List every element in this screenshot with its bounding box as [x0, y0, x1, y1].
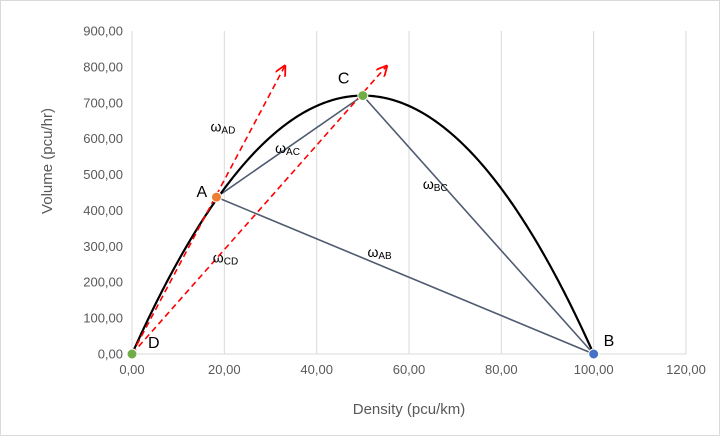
- volume-density-curve: [130, 94, 595, 355]
- x-tick-label: 100,00: [574, 362, 614, 377]
- slope-label: ωCD: [213, 249, 238, 267]
- gridlines: [131, 31, 687, 355]
- point-a: [210, 191, 222, 203]
- y-tick-label: 800,00: [83, 59, 123, 74]
- x-axis-ticks: 0,00 20,00 40,00 60,00 80,00 100,00 120,00: [119, 362, 706, 377]
- point-label: A: [196, 184, 207, 201]
- x-tick-label: 80,00: [485, 362, 518, 377]
- point-d: [126, 348, 138, 360]
- dashed-ray: [131, 67, 284, 355]
- slope-label: ωAB: [367, 244, 392, 262]
- y-tick-label: 600,00: [83, 131, 123, 146]
- point-label: D: [148, 335, 160, 352]
- y-axis-title: Volume (pcu/hr): [39, 108, 56, 214]
- y-tick-label: 0,00: [98, 347, 123, 362]
- y-tick-label: 400,00: [83, 203, 123, 218]
- point-label: B: [604, 333, 615, 350]
- y-axis-ticks: 0,00 100,00 200,00 300,00 400,00 500,00 600,00…: [83, 24, 123, 362]
- slope-label: ωBC: [423, 176, 448, 194]
- chord-line: [216, 196, 594, 355]
- chord-line: [362, 95, 595, 355]
- y-tick-label: 500,00: [83, 167, 123, 182]
- x-axis-title: Density (pcu/km): [353, 401, 466, 418]
- y-tick-label: 900,00: [83, 24, 123, 39]
- y-tick-label: 700,00: [83, 95, 123, 110]
- chord-lines: [216, 94, 595, 355]
- x-tick-label: 120,00: [666, 362, 706, 377]
- y-tick-label: 100,00: [83, 311, 123, 326]
- x-tick-label: 20,00: [208, 362, 241, 377]
- curve-layer: [130, 94, 595, 355]
- data-points: [126, 90, 600, 360]
- y-tick-label: 200,00: [83, 275, 123, 290]
- y-tick-label: 300,00: [83, 239, 123, 254]
- slope-label: ωAC: [275, 140, 300, 158]
- slope-label: ωAD: [210, 118, 235, 136]
- point-c: [357, 90, 369, 102]
- dashed-ray: [131, 67, 386, 355]
- dashed-rays: [131, 67, 386, 355]
- x-tick-label: 0,00: [119, 362, 144, 377]
- x-tick-label: 60,00: [393, 362, 426, 377]
- chord-line: [216, 94, 364, 198]
- x-tick-label: 40,00: [300, 362, 333, 377]
- point-label: C: [338, 71, 350, 88]
- point-b: [588, 348, 600, 360]
